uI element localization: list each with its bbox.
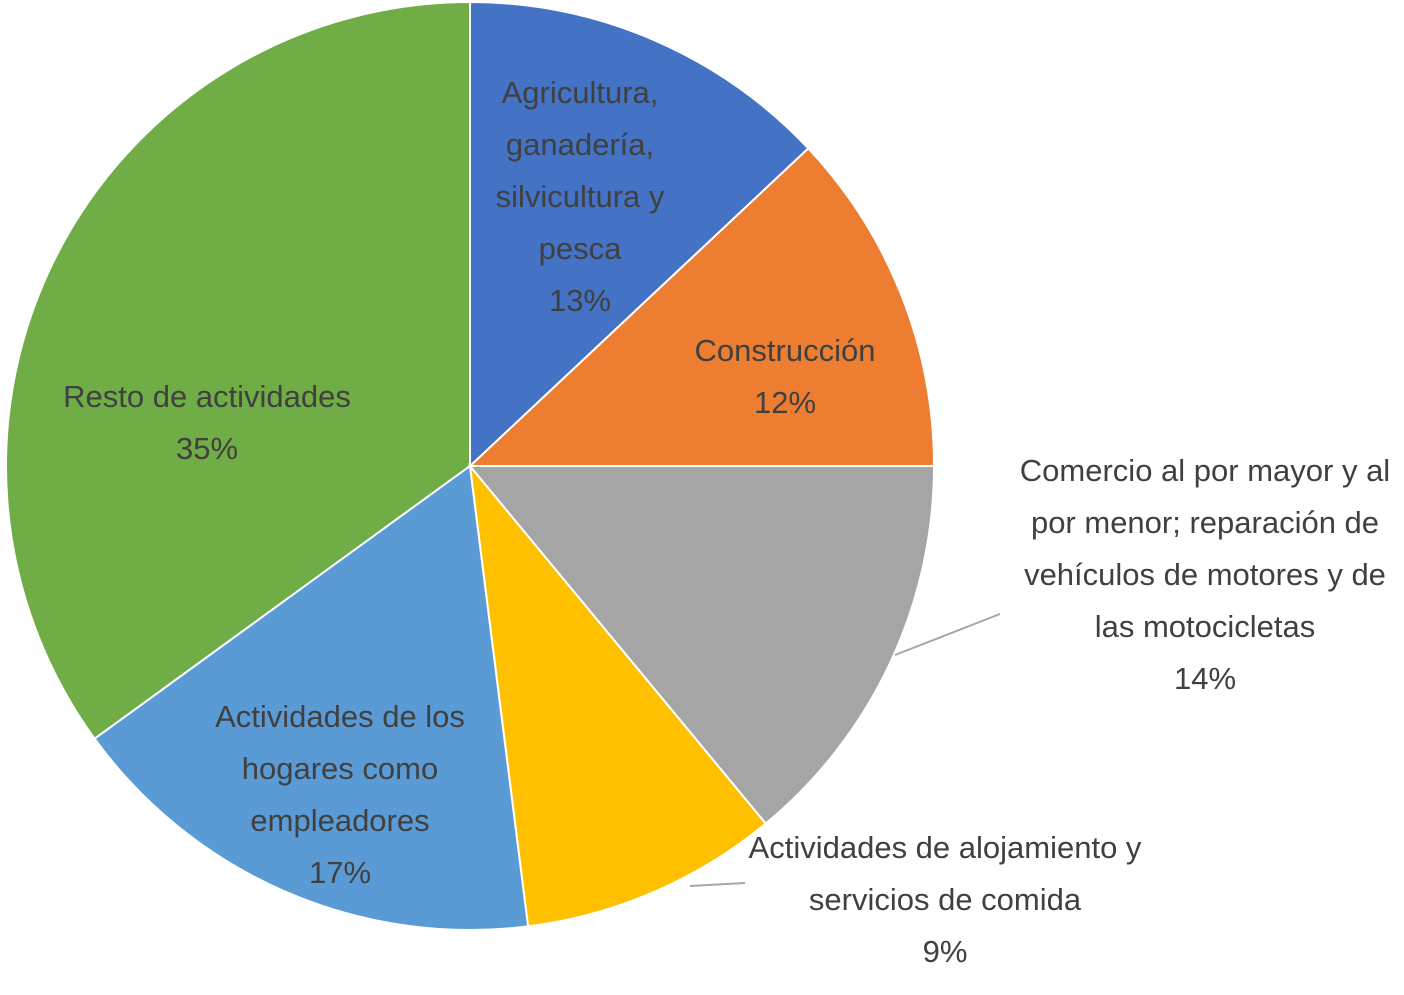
pie-slice <box>93 464 530 931</box>
category-label: Agricultura, ganadería, silvicultura y p… <box>495 75 665 266</box>
percent-label: 12% <box>753 385 817 420</box>
percent-label: 14% <box>1173 661 1237 696</box>
category-label: Construcción <box>694 333 876 368</box>
percent-label: 13% <box>548 283 612 318</box>
percent-label: 35% <box>175 431 239 466</box>
data-label: Actividades de alojamiento y servicios d… <box>745 822 1145 978</box>
pie-slice <box>469 0 810 469</box>
leader-line <box>689 882 746 887</box>
category-label: Comercio al por mayor y al por menor; re… <box>1019 453 1391 644</box>
data-label: Agricultura, ganadería, silvicultura y p… <box>465 67 695 327</box>
leader-line <box>894 613 1001 656</box>
pie-slice <box>5 0 471 741</box>
category-label: Resto de actividades <box>63 379 351 414</box>
percent-label: 9% <box>922 934 968 969</box>
data-label: Comercio al por mayor y al por menor; re… <box>1005 445 1404 705</box>
data-label: Actividades de los hogares como empleado… <box>180 691 500 899</box>
category-label: Actividades de alojamiento y servicios d… <box>748 830 1142 917</box>
percent-label: 17% <box>308 855 372 890</box>
data-label: Resto de actividades 35% <box>27 371 387 475</box>
pie-slice <box>468 462 768 928</box>
pie-slice <box>467 146 936 467</box>
pie-slice <box>467 465 936 825</box>
category-label: Actividades de los hogares como empleado… <box>215 699 465 838</box>
data-label: Construcción 12% <box>665 325 905 429</box>
